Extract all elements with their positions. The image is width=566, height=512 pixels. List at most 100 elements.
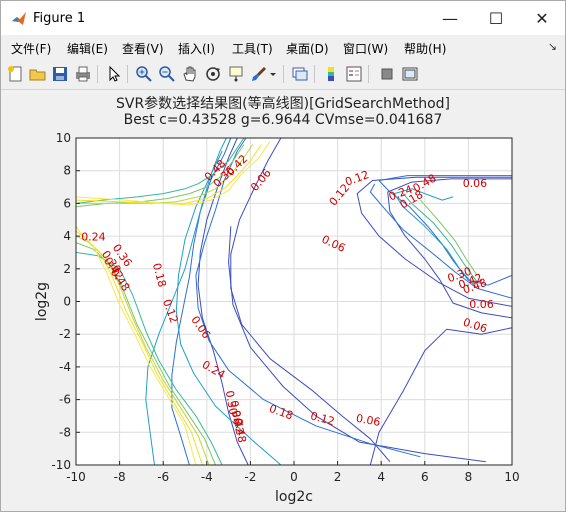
y-tick-label: 4 bbox=[63, 229, 71, 243]
contour-label: 0.36 bbox=[227, 399, 244, 425]
y-tick-label: 10 bbox=[56, 131, 71, 145]
contour-line-0.42 bbox=[75, 144, 262, 204]
brush-dropdown-icon[interactable] bbox=[269, 65, 277, 83]
zoom-in-icon[interactable] bbox=[135, 65, 153, 83]
contour-line-0.06 bbox=[230, 137, 391, 463]
chart-subtitle: Best c=0.43528 g=6.9644 CVmse=0.041687 bbox=[123, 112, 443, 128]
contour-label: 0.18 bbox=[150, 262, 169, 289]
grid bbox=[75, 137, 513, 466]
toolbar-separator bbox=[314, 65, 315, 83]
contour-line-0.24 bbox=[75, 251, 223, 466]
contour-line-0.12 bbox=[369, 183, 513, 299]
toolbar-separator bbox=[368, 65, 369, 83]
legend-icon[interactable] bbox=[345, 65, 363, 83]
window-title: Figure 1 bbox=[33, 11, 86, 26]
close-button[interactable]: ✕ bbox=[535, 8, 549, 28]
contour-line-0.48 bbox=[75, 226, 197, 466]
axis-ticks: -10 -8 -6 -4 -2 0 2 4 6 8 10 -10 -8 -6 -4 -2 0 2 4 6 8 10 bbox=[51, 131, 519, 484]
x-tick-label: 8 bbox=[465, 470, 473, 484]
contour-label: 0.48 bbox=[231, 417, 248, 443]
chart-title: SVR参数选择结果图(等高线图)[GridSearchMethod] bbox=[115, 96, 451, 112]
contour-label: 0.06 bbox=[463, 177, 488, 190]
menu-window[interactable]: 窗口(W) bbox=[343, 42, 389, 56]
contour-label: 0.24 bbox=[81, 231, 106, 244]
toolbar-separator bbox=[97, 65, 98, 83]
contour-line-0.06 bbox=[369, 327, 513, 466]
link-icon[interactable] bbox=[291, 65, 309, 83]
contour-label: 0.06 bbox=[355, 412, 381, 429]
x-axis-label: log2c bbox=[275, 489, 313, 505]
contour-lines bbox=[75, 137, 513, 466]
menu-bar: 文件(F) 编辑(E) 查看(V) 插入(I) 工具(T) 桌面(D) 窗口(W… bbox=[1, 36, 565, 58]
new-figure-icon[interactable] bbox=[7, 65, 25, 83]
contour-label: 0.42 bbox=[229, 409, 246, 435]
y-tick-label: 0 bbox=[63, 295, 71, 309]
toolbar-separator bbox=[283, 65, 284, 83]
matlab-logo-icon bbox=[12, 12, 26, 25]
menu-help[interactable]: 帮助(H) bbox=[404, 42, 447, 56]
y-tick-label: -2 bbox=[59, 327, 71, 341]
menu-tools[interactable]: 工具(T) bbox=[232, 42, 273, 56]
x-tick-label: -6 bbox=[157, 470, 169, 484]
colorbar-icon[interactable] bbox=[322, 65, 340, 83]
contour-line-0.06 bbox=[197, 137, 249, 466]
y-tick-label: -4 bbox=[59, 360, 71, 374]
x-tick-label: -8 bbox=[114, 470, 126, 484]
contour-line-0.24 bbox=[402, 193, 478, 283]
contour-plot[interactable]: 0.060.060.060.060.060.060.060.120.120.12… bbox=[2, 90, 564, 510]
x-tick-label: -4 bbox=[201, 470, 213, 484]
contour-label: 0.12 bbox=[309, 409, 336, 428]
contour-line-0.48 bbox=[75, 141, 271, 206]
contour-line-0.30 bbox=[420, 199, 478, 276]
y-tick-label: 2 bbox=[63, 262, 71, 276]
contour-line-0.12 bbox=[171, 137, 232, 466]
brush-icon[interactable] bbox=[250, 65, 268, 83]
save-icon[interactable] bbox=[51, 65, 69, 83]
y-tick-label: 6 bbox=[63, 196, 71, 210]
contour-label: 0.30 bbox=[223, 390, 240, 416]
menu-desktop[interactable]: 桌面(D) bbox=[286, 42, 329, 56]
x-tick-label: 4 bbox=[377, 470, 385, 484]
contour-line-0.06 bbox=[387, 178, 513, 319]
x-tick-label: 6 bbox=[421, 470, 429, 484]
y-tick-label: -8 bbox=[59, 425, 71, 439]
y-tick-label: 8 bbox=[63, 164, 71, 178]
menu-insert[interactable]: 插入(I) bbox=[178, 42, 215, 56]
hide-plot-tools-icon[interactable] bbox=[378, 65, 396, 83]
menu-edit[interactable]: 编辑(E) bbox=[67, 42, 108, 56]
dock-arrow-icon[interactable]: ↘ bbox=[547, 40, 557, 53]
contour-line-0.30 bbox=[75, 144, 245, 208]
title-bar[interactable]: Figure 1 — ☐ ✕ bbox=[1, 1, 565, 35]
toolbar-separator bbox=[127, 65, 128, 83]
menu-file[interactable]: 文件(F) bbox=[11, 42, 52, 56]
y-axis-label: log2g bbox=[34, 282, 50, 321]
minimize-button[interactable]: — bbox=[442, 8, 458, 28]
y-tick-label: -6 bbox=[59, 393, 71, 407]
figure-canvas[interactable]: SVR参数选择结果图(等高线图)[GridSearchMethod] Best … bbox=[2, 90, 564, 510]
open-file-icon[interactable] bbox=[29, 65, 47, 83]
x-tick-label: 2 bbox=[334, 470, 342, 484]
print-icon[interactable] bbox=[74, 65, 92, 83]
pointer-icon[interactable] bbox=[105, 65, 123, 83]
contour-line-0.06 bbox=[228, 226, 486, 463]
contour-line-0.18 bbox=[393, 188, 478, 289]
contour-line-0.24 bbox=[75, 137, 245, 204]
toolbar bbox=[1, 59, 565, 90]
maximize-button[interactable]: ☐ bbox=[488, 8, 504, 28]
menu-view[interactable]: 查看(V) bbox=[122, 42, 164, 56]
y-tick-label: -10 bbox=[51, 458, 71, 472]
zoom-out-icon[interactable] bbox=[158, 65, 176, 83]
rotate-icon[interactable] bbox=[204, 65, 222, 83]
contour-label: 0.06 bbox=[469, 298, 494, 311]
data-cursor-icon[interactable] bbox=[227, 65, 245, 83]
x-tick-label: -10 bbox=[66, 470, 86, 484]
show-plot-tools-icon[interactable] bbox=[401, 65, 419, 83]
pan-icon[interactable] bbox=[181, 65, 199, 83]
contour-line-0.36 bbox=[76, 144, 254, 204]
contour-line-0.12 bbox=[378, 175, 513, 286]
x-tick-label: -2 bbox=[244, 470, 256, 484]
x-tick-label: 10 bbox=[504, 470, 519, 484]
contour-line-0.06 bbox=[356, 176, 513, 307]
x-tick-label: 0 bbox=[290, 470, 298, 484]
